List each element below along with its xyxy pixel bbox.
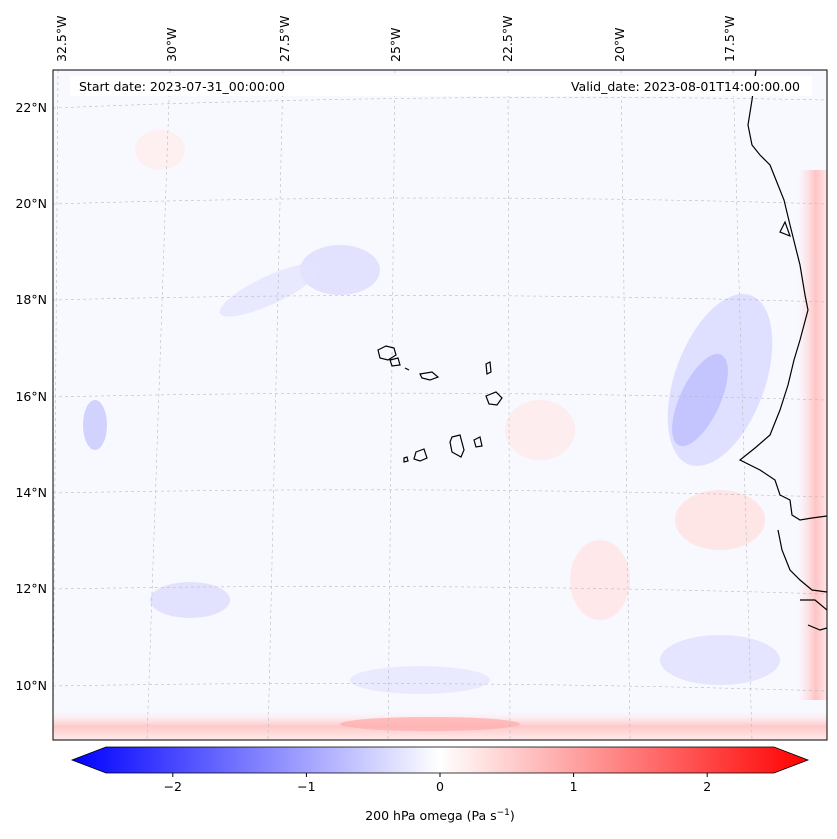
island-santiago [449,434,465,458]
banc-arguin-island [779,220,792,238]
omega-field-anomalies [53,130,827,740]
latitude-labels: 22°N 20°N 18°N 16°N 14°N 12°N 10°N [15,100,47,693]
coastline-south [800,599,827,611]
start-date-label: Start date: 2023-07-31_00:00:00 [79,79,285,94]
colorbar-bar [70,746,810,774]
island-santo-antao [377,345,397,361]
graticule [53,70,827,740]
bijagos-islands [807,624,827,631]
ascent-patch-central [505,400,575,460]
descent-streak-north [219,263,321,317]
eastern-boundary-band [798,170,827,700]
date-header-box [70,76,812,96]
island-sal [485,361,492,375]
colorbar-label-close: ) [510,808,515,823]
lat-label: 22°N [15,100,47,115]
colorbar-ticks: −2 −1 0 1 2 [164,773,711,794]
lon-label: 17.5°W [722,16,737,62]
descent-patch-southeast [660,635,780,685]
island-fogo [413,448,428,462]
island-boa-vista [485,391,503,406]
lon-label: 22.5°W [500,16,515,62]
lat-label: 12°N [15,581,47,596]
lon-label: 20°W [612,27,627,62]
coastline-guinea [777,529,827,593]
map-frame [52,69,828,741]
island-sao-nicolau [419,371,440,381]
colorbar-label-text: 200 hPa omega (Pa s [365,808,496,823]
lat-label: 14°N [15,485,47,500]
lat-label: 16°N [15,389,47,404]
descent-patch-south [350,666,490,694]
descent-patch-north [300,245,380,295]
lon-label: 30°W [164,27,179,62]
lon-label: 32.5°W [54,16,69,62]
map-panel: Start date: 2023-07-31_00:00:00 Valid_da… [52,69,828,741]
descent-patch-southwest [150,582,230,618]
lon-label: 27.5°W [277,16,292,62]
colorbar-tick-label: 0 [436,779,444,794]
coastal-descent-core [672,353,728,447]
lat-label: 20°N [15,196,47,211]
island-maio [473,436,483,448]
lat-label: 18°N [15,292,47,307]
lon-label: 25°W [388,27,403,62]
valid-date-label: Valid_date: 2023-08-01T14:00:00.00 [571,79,800,94]
island-santa-luzia [404,367,410,371]
colorbar-label-exponent: −1 [497,808,510,818]
ascent-patch-northwest [135,130,185,170]
ascent-patch-coastal [675,490,765,550]
colorbar: −2 −1 0 1 2 200 hPa omega (Pa s−1) [70,746,810,823]
ascent-patch-southeast [570,540,630,620]
colorbar-tick-label: 1 [570,779,578,794]
colorbar-tick-label: −2 [164,779,182,794]
island-brava [403,456,409,463]
colorbar-tick-label: −1 [297,779,315,794]
descent-patch-west [83,400,107,450]
colorbar-tick-label: 2 [703,779,711,794]
coastlines [377,70,827,631]
island-sao-vicente [389,357,401,367]
southern-band-core [340,717,520,731]
colorbar-label: 200 hPa omega (Pa s−1) [365,808,515,823]
longitude-labels: 32.5°W 30°W 27.5°W 25°W 22.5°W 20°W 17.5… [54,16,737,62]
african-coastline [738,70,827,521]
lat-label: 10°N [15,678,47,693]
